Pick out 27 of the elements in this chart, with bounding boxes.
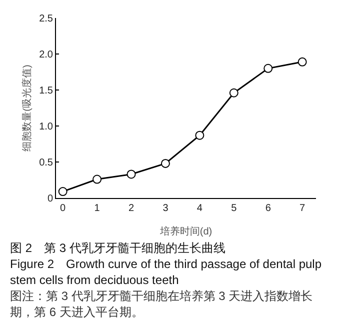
point <box>126 170 136 179</box>
text: 图注：第 3 代乳牙牙髓干细胞在培养第 3 天进入指数增长期，第 6 天进入平台期。 <box>10 288 314 320</box>
x-axis-title: 培养时间(d) <box>158 226 212 238</box>
point <box>160 158 170 168</box>
x-tick-label: 3 <box>162 203 169 214</box>
x-tick-label: 4 <box>196 203 203 214</box>
x-tick-label: 2 <box>128 203 134 214</box>
point <box>298 57 307 66</box>
point <box>229 88 238 98</box>
point <box>58 187 68 196</box>
y-tick-label: 0.5 <box>39 158 54 168</box>
x-tick-label: 5 <box>231 203 238 214</box>
text: 图 2 第 3 代乳牙牙髓干细胞的生长曲线 <box>10 240 226 256</box>
y-tick-label: 1.0 <box>39 122 54 132</box>
y-tick-label: 2.5 <box>39 14 54 24</box>
x-tick-label: 6 <box>265 203 272 214</box>
text: Figure 2 Growth curve of the third passage of dental pulp stem cells from deciduous teeth <box>10 256 323 288</box>
y-axis-title: 细胞数量(吸光度值) <box>21 64 34 152</box>
point <box>195 130 204 140</box>
y-tick-label: 1.5 <box>39 86 54 96</box>
x-tick-label: 0 <box>60 203 66 214</box>
x-tick-label: 7 <box>300 203 306 214</box>
y-tick-label: 2.0 <box>39 50 54 60</box>
y-tick-label: 0 <box>47 194 54 204</box>
point <box>264 64 273 73</box>
x-tick-label: 1 <box>94 203 100 214</box>
point <box>92 174 102 184</box>
